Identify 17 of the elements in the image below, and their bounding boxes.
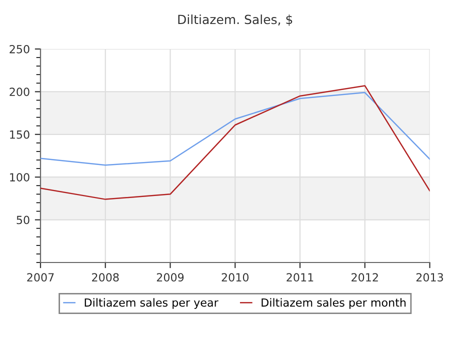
x-tick-label: 2012: [352, 273, 378, 282]
line-series: [40, 85, 430, 200]
y-tick-label: 100: [10, 173, 30, 182]
x-tick-label: 2007: [27, 273, 54, 282]
line-series: [40, 92, 430, 166]
legend-label: Diltiazem sales per month: [262, 298, 406, 309]
chart-title: Diltiazem. Sales, $: [178, 14, 292, 26]
x-tick-label: 2011: [286, 273, 314, 282]
y-tick-label: 50: [16, 216, 30, 224]
x-tick-label: 2009: [156, 273, 184, 282]
x-tick-label: 2013: [416, 273, 443, 282]
y-tick-label: 200: [10, 88, 30, 96]
y-tick-label: 150: [10, 130, 30, 139]
x-tick-label: 2008: [92, 273, 119, 282]
legend-label: Diltiazem sales per year: [84, 298, 218, 309]
x-tick-label: 2010: [222, 273, 249, 282]
y-tick-label: 250: [10, 44, 30, 54]
